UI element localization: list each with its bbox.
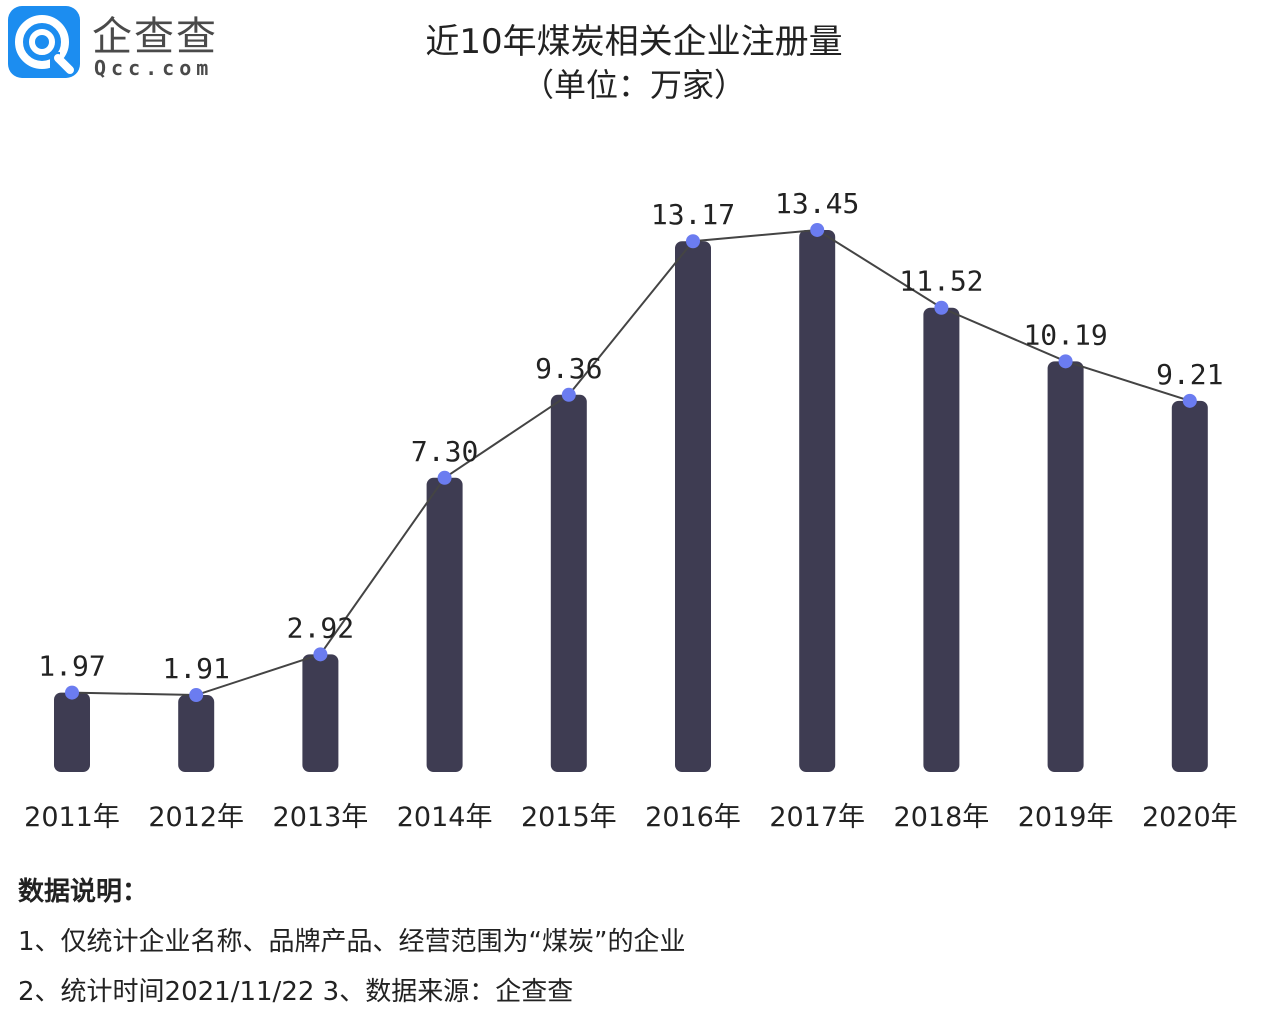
logo-name: 企查查 xyxy=(92,14,218,60)
x-tick-label-2011年: 2011年 xyxy=(24,802,120,833)
line-marker-2013年 xyxy=(313,647,328,662)
data-label-2016年: 13.17 xyxy=(651,198,735,231)
data-label-2017年: 13.45 xyxy=(775,187,859,220)
bar-line-chart: 1.97 1.91 2.92 7.30 9.36 13.17 13.45 11.52 10.19… xyxy=(24,187,1238,833)
line-marker-2017年 xyxy=(810,222,825,237)
x-tick-label-2014年: 2014年 xyxy=(397,802,493,833)
notes-line-1: 1、仅统计企业名称、品牌产品、经营范围为“煤炭”的企业 xyxy=(18,927,686,957)
line-marker-2020年 xyxy=(1182,393,1197,408)
qcc-logo: 企查查 Qcc.com xyxy=(8,6,238,80)
chart-title: 近10年煤炭相关企业注册量 xyxy=(425,22,843,62)
notes-heading: 数据说明： xyxy=(18,877,149,907)
x-tick-label-2013年: 2013年 xyxy=(273,802,369,833)
line-marker-2018年 xyxy=(934,300,949,315)
data-label-2018年: 11.52 xyxy=(899,265,983,298)
chart-subtitle: （单位：万家） xyxy=(521,66,746,104)
x-tick-label-2015年: 2015年 xyxy=(521,802,617,833)
bar-2019年 xyxy=(1047,361,1084,772)
qcc-logo-icon xyxy=(8,6,80,78)
data-notes: 数据说明： 1、仅统计企业名称、品牌产品、经营范围为“煤炭”的企业 2、统计时间… xyxy=(18,872,1258,1022)
bar-2015年 xyxy=(550,394,587,772)
x-tick-label-2017年: 2017年 xyxy=(769,802,865,833)
bar-2013年 xyxy=(302,654,339,772)
trend-line xyxy=(71,228,1191,697)
line-marker-2015年 xyxy=(561,387,576,402)
bar-2018年 xyxy=(923,307,960,772)
line-marker-2012年 xyxy=(189,688,204,703)
bar-2016年 xyxy=(675,241,711,772)
line-marker-2019年 xyxy=(1058,354,1073,369)
line-marker-2011年 xyxy=(65,685,79,700)
x-tick-label-2019年: 2019年 xyxy=(1018,802,1114,833)
data-label-2013年: 2.92 xyxy=(287,611,354,644)
notes-line-2: 2、统计时间2021/11/22 3、数据来源：企查查 xyxy=(18,977,574,1007)
data-label-2011年: 1.97 xyxy=(38,650,105,683)
data-label-2020年: 9.21 xyxy=(1156,358,1223,391)
bar-2014年 xyxy=(426,477,463,772)
data-label-2012年: 1.91 xyxy=(162,652,229,685)
bar-2020年 xyxy=(1171,400,1208,772)
x-tick-label-2012年: 2012年 xyxy=(148,802,244,833)
x-tick-label-2020年: 2020年 xyxy=(1142,802,1238,833)
x-tick-label-2018年: 2018年 xyxy=(894,802,990,833)
data-label-2015年: 9.36 xyxy=(535,352,602,385)
logo-domain: Qcc.com xyxy=(94,56,214,80)
data-label-2014年: 7.30 xyxy=(411,435,478,468)
line-marker-2014年 xyxy=(437,470,452,485)
line-marker-2016年 xyxy=(686,234,700,249)
bar-2011年 xyxy=(54,692,90,772)
data-label-2019年: 10.19 xyxy=(1023,318,1107,351)
bar-2017年 xyxy=(799,229,836,773)
x-tick-label-2016年: 2016年 xyxy=(645,802,741,833)
bar-2012年 xyxy=(178,695,215,772)
